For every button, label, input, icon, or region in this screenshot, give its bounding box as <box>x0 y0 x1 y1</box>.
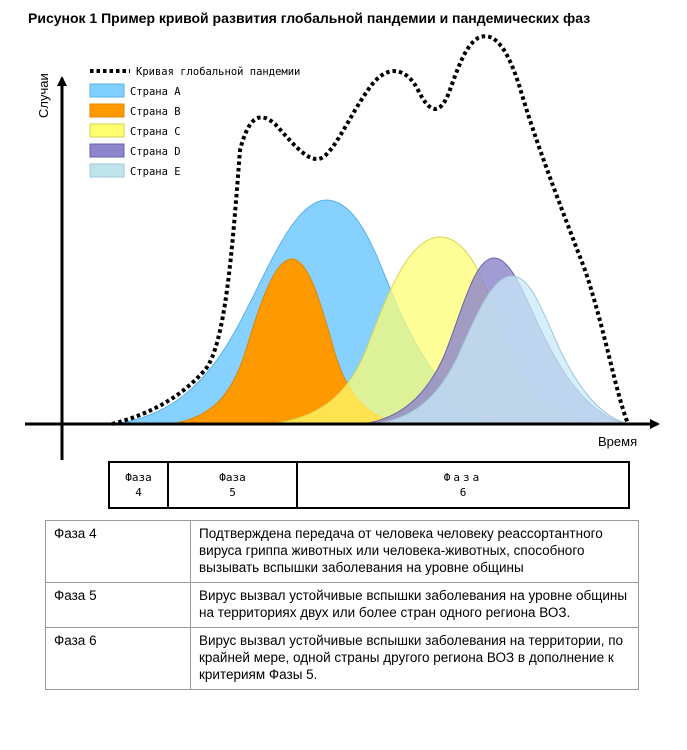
legend: Кривая глобальной пандемии Страна A Стра… <box>89 66 300 178</box>
table-row: Фаза 5 Вирус вызвал устойчивые вспышки з… <box>45 582 639 628</box>
phase-bar-cell-4: Фаза 4 <box>110 463 167 507</box>
description-cell: Вирус вызвал устойчивые вспышки заболева… <box>190 582 639 628</box>
phase-cell: Фаза 5 <box>45 582 191 628</box>
phase-description-table: Фаза 4 Подтверждена передача от человека… <box>45 520 639 690</box>
phase-bar: Фаза 4 Фаза 5 Фаза 6 <box>108 461 630 509</box>
legend-label-global: Кривая глобальной пандемии <box>136 66 300 78</box>
table-row: Фаза 4 Подтверждена передача от человека… <box>45 520 639 583</box>
legend-swatch-c <box>89 123 125 138</box>
legend-label-a: Страна A <box>130 86 181 98</box>
legend-swatch-d <box>89 143 125 158</box>
figure-title: Рисунок 1 Пример кривой развития глобаль… <box>28 10 591 26</box>
y-axis-label: Случаи <box>36 73 51 118</box>
global-pandemic-curve <box>111 34 630 426</box>
phase-bar-name: Фаза <box>125 471 152 484</box>
legend-swatch-a <box>89 83 125 98</box>
country-e-curve <box>371 275 631 425</box>
legend-swatch-e <box>89 163 125 178</box>
legend-swatch-b <box>89 103 125 118</box>
phase-bar-name: Фаза <box>219 471 246 484</box>
phase-cell: Фаза 6 <box>45 627 191 690</box>
legend-label-c: Страна C <box>130 126 181 138</box>
description-cell: Вирус вызвал устойчивые вспышки заболева… <box>190 627 639 690</box>
phase-bar-name: Фаза <box>443 471 483 484</box>
phase-bar-number: 5 <box>229 486 236 499</box>
pandemic-curve-chart: Случаи Время Кривая глобальной пандемии … <box>25 34 660 460</box>
description-cell: Подтверждена передача от человека челове… <box>190 520 639 583</box>
phase-bar-cell-5: Фаза 5 <box>167 463 296 507</box>
table-row: Фаза 6 Вирус вызвал устойчивые вспышки з… <box>45 627 639 690</box>
phase-bar-number: 4 <box>135 486 142 499</box>
phase-bar-cell-6: Фаза 6 <box>296 463 628 507</box>
legend-label-d: Страна D <box>130 146 181 158</box>
legend-label-e: Страна E <box>130 166 181 178</box>
x-axis-label: Время <box>598 434 637 449</box>
phase-cell: Фаза 4 <box>45 520 191 583</box>
legend-label-b: Страна B <box>130 106 181 118</box>
phase-bar-number: 6 <box>459 486 467 499</box>
